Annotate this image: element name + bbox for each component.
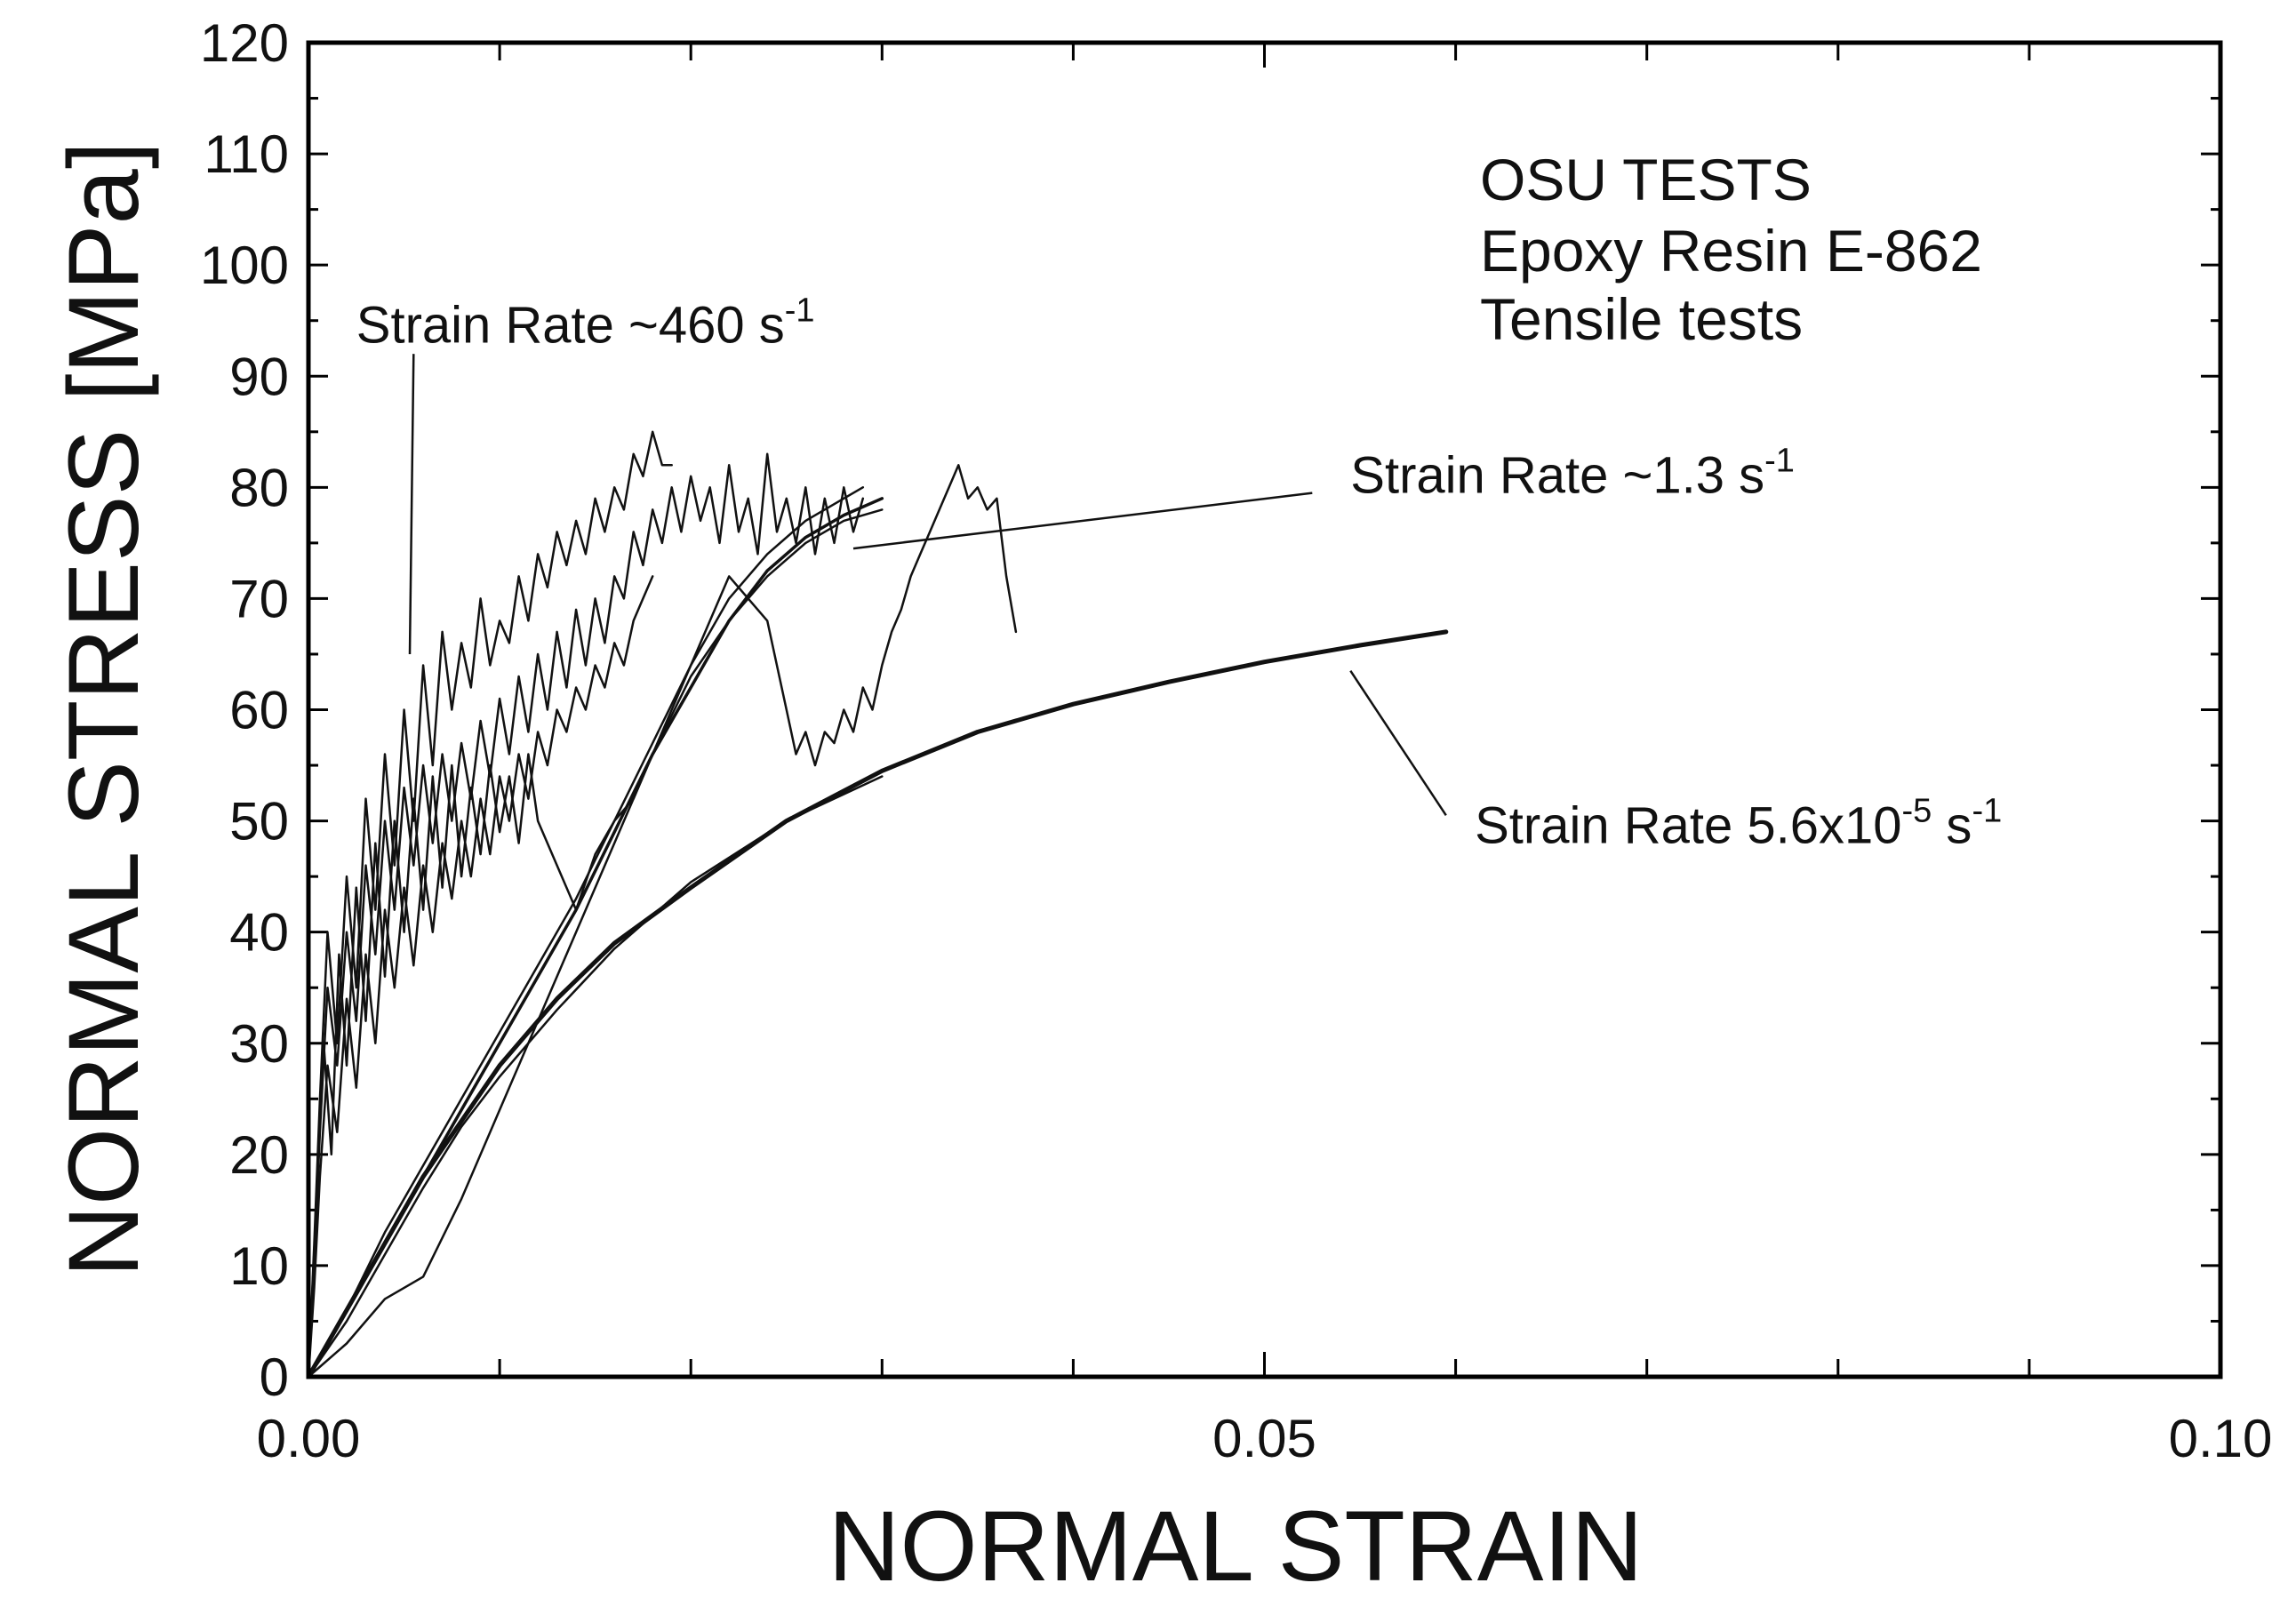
series-line-4 bbox=[307, 508, 884, 1379]
series-line-8 bbox=[307, 464, 1018, 1379]
legend-line-2: Epoxy Resin E-862 bbox=[1480, 218, 1982, 284]
annotation-text: Strain Rate ~460 s bbox=[356, 297, 785, 355]
data-series bbox=[306, 430, 1449, 1379]
annotation-leaders bbox=[408, 354, 1447, 816]
series-line-6 bbox=[307, 430, 673, 1379]
y-tick-label: 120 bbox=[200, 13, 289, 73]
annotation-rate-1-3: Strain Rate ~1.3 s-1 bbox=[1350, 443, 1795, 505]
y-tick-label: 70 bbox=[229, 569, 289, 628]
x-tick-label: 0.05 bbox=[1212, 1409, 1316, 1468]
annotation-text: Strain Rate 5.6x10 bbox=[1475, 797, 1901, 855]
series-line-9 bbox=[307, 575, 654, 1379]
y-tick-label: 110 bbox=[204, 124, 289, 184]
annotation-superscript: -1 bbox=[1764, 443, 1795, 480]
series-line-2 bbox=[307, 775, 884, 1379]
y-tick-label: 30 bbox=[229, 1014, 289, 1074]
annotation-rate-460: Strain Rate ~460 s-1 bbox=[356, 292, 815, 355]
y-tick-label: 0 bbox=[260, 1347, 289, 1407]
y-axis-title: NORMAL STRESS [MPa] bbox=[48, 141, 159, 1277]
annotation-superscript: -1 bbox=[785, 292, 815, 330]
x-axis-title: NORMAL STRAIN bbox=[828, 1491, 1644, 1599]
annotation-leader-rate-5-6 bbox=[1349, 670, 1447, 816]
y-tick-label: 20 bbox=[229, 1125, 289, 1185]
annotation-rate-5-6: Strain Rate 5.6x10-5 s-1 bbox=[1475, 793, 2002, 855]
plot-frame bbox=[306, 40, 2223, 1379]
annotation-superscript: -5 bbox=[1902, 793, 1932, 830]
y-tick-label: 80 bbox=[229, 458, 289, 517]
series-line-3 bbox=[307, 497, 884, 1379]
x-tick-label: 0.10 bbox=[2169, 1409, 2273, 1468]
annotation-leader-rate-1-3 bbox=[852, 492, 1313, 550]
series-line-7 bbox=[307, 452, 865, 1379]
y-tick-label: 10 bbox=[229, 1236, 289, 1296]
legend-text: OSU TESTS Epoxy Resin E-862 Tensile test… bbox=[1480, 147, 1982, 352]
annotation-superscript-2: -1 bbox=[1972, 793, 2002, 830]
tick-labels: 0 10 20 30 40 50 60 70 80 90 100 110 120 0.00 0.05 0.10 bbox=[200, 13, 2273, 1468]
x-tick-label: 0.00 bbox=[257, 1409, 361, 1468]
annotation-suffix: s bbox=[1932, 797, 1972, 855]
y-tick-label: 100 bbox=[200, 236, 289, 295]
legend-line-3: Tensile tests bbox=[1480, 286, 1803, 352]
annotation-leader-rate-460 bbox=[408, 354, 415, 655]
y-tick-label: 60 bbox=[229, 681, 289, 740]
series-line-1 bbox=[306, 629, 1449, 1379]
legend-line-1: OSU TESTS bbox=[1480, 147, 1812, 212]
y-tick-label: 90 bbox=[229, 347, 289, 406]
y-tick-label: 40 bbox=[229, 903, 289, 963]
series-line-5 bbox=[307, 486, 865, 1379]
y-tick-label: 50 bbox=[229, 792, 289, 851]
annotation-text: Strain Rate ~1.3 s bbox=[1350, 447, 1764, 505]
